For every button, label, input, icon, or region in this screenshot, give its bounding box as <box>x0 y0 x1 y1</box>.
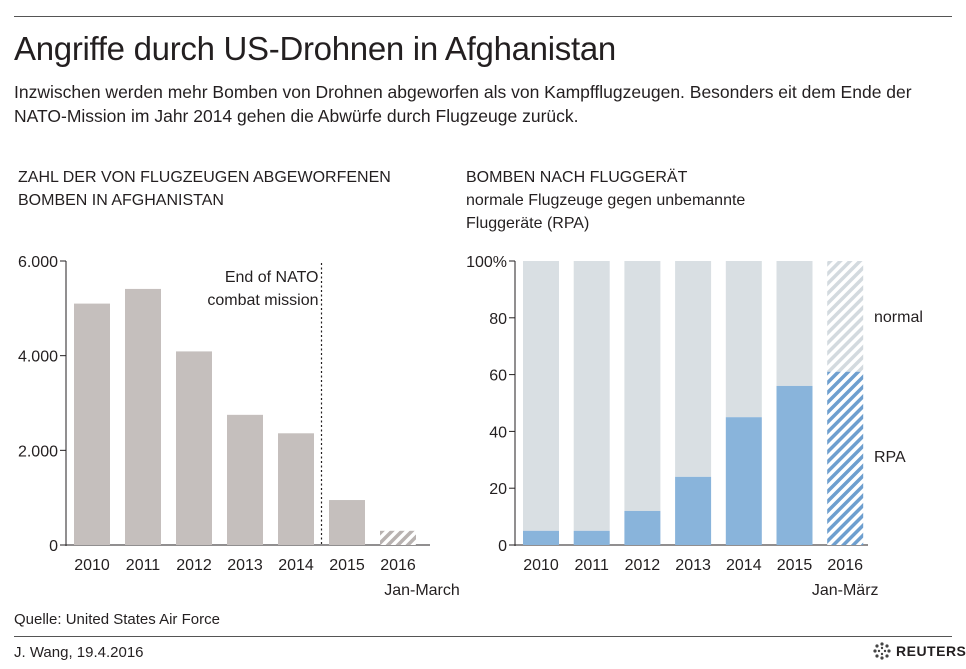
right-bar-normal-2013 <box>675 261 712 477</box>
bottom-rule <box>14 636 952 637</box>
left-y-tick-label: 4.000 <box>18 349 58 366</box>
right-bar-normal-2014 <box>725 261 762 418</box>
right-y-tick-label: 80 <box>489 311 507 328</box>
right-bar-normal-2016 <box>827 261 864 372</box>
right-bar-rpa-2014 <box>725 417 762 545</box>
reuters-dots-icon <box>873 642 891 660</box>
legend-normal-label: normal <box>874 309 923 326</box>
left-bar-chart: 0 2.000 4.000 6.000 2010 2011 2012 2013 2014 2015… <box>18 254 460 599</box>
left-bar-2016 <box>380 530 416 545</box>
right-y-tick-label: 20 <box>489 481 507 498</box>
right-x-tick-label: 2014 <box>726 557 762 574</box>
right-stacked-bar-chart: 0 20 40 60 80 100% 2010 2011 2012 2013 2014 2015 201… <box>466 254 923 599</box>
right-x-tick-label: 2011 <box>574 557 609 574</box>
left-x-tick-label: 2012 <box>176 557 212 574</box>
left-x-tick-label: 2010 <box>74 557 110 574</box>
reuters-logo: REUTERS <box>872 641 966 661</box>
right-bar-normal-2010 <box>523 261 559 531</box>
right-chart-title: BOMBEN NACH FLUGGERÄT normale Flugzeuge … <box>466 166 896 235</box>
left-bar-2013 <box>227 414 263 545</box>
left-bar-2011 <box>125 288 161 545</box>
right-x-tick-label: 2010 <box>523 557 559 574</box>
reuters-logo-text: REUTERS <box>896 643 966 659</box>
right-y-tick-label: 60 <box>489 368 507 385</box>
right-y-tick-label: 40 <box>489 424 507 441</box>
left-x-tick-label: 2013 <box>227 557 263 574</box>
left-bar-2010 <box>74 303 110 545</box>
left-x-tick-label: 2015 <box>329 557 365 574</box>
right-x-tick-label: 2016 <box>827 557 863 574</box>
left-chart-title-line1: ZAHL DER VON FLUGZEUGEN ABGEWORFENEN <box>18 169 391 186</box>
left-y-tick-label: 6.000 <box>18 254 58 271</box>
right-x-tick-label: 2013 <box>675 557 711 574</box>
nato-annotation-line1: End of NATO <box>225 269 319 286</box>
right-y-tick-label: 100% <box>466 254 507 271</box>
right-chart-title-line1: BOMBEN NACH FLUGGERÄT <box>466 169 688 186</box>
right-chart-title-line2: normale Flugzeuge gegen unbemannte <box>466 192 746 209</box>
left-x-tick-label: 2016 <box>380 557 416 574</box>
right-chart-title-line3: Fluggeräte (RPA) <box>466 215 590 232</box>
right-x-tick-sublabel: Jan-März <box>812 582 879 599</box>
left-x-tick-sublabel: Jan-March <box>384 582 460 599</box>
credit-line: J. Wang, 19.4.2016 <box>14 644 144 661</box>
top-rule <box>14 16 952 17</box>
page-title: Angriffe durch US-Drohnen in Afghanistan <box>14 30 616 67</box>
left-bar-2012 <box>176 351 212 545</box>
left-chart-title-line2: BOMBEN IN AFGHANISTAN <box>18 192 224 209</box>
right-bar-rpa-2016 <box>827 371 864 545</box>
source-note: Quelle: United States Air Force <box>14 611 220 628</box>
right-bar-rpa-2015 <box>776 385 813 545</box>
left-x-tick-label: 2014 <box>278 557 314 574</box>
nato-annotation-line2: combat mission <box>207 292 318 309</box>
page-subtitle: Inzwischen werden mehr Bomben von Drohne… <box>14 82 912 126</box>
left-chart-title: ZAHL DER VON FLUGZEUGEN ABGEWORFENEN BOM… <box>18 166 448 212</box>
right-x-tick-label: 2015 <box>777 557 813 574</box>
right-x-tick-label: 2012 <box>625 557 661 574</box>
legend-rpa-label: RPA <box>874 449 906 466</box>
right-bar-normal-2012 <box>624 261 661 511</box>
left-bar-2014 <box>278 433 314 545</box>
right-bar-rpa-2012 <box>624 510 661 545</box>
right-bar-rpa-2011 <box>573 530 610 545</box>
left-y-tick-label: 0 <box>49 538 58 555</box>
left-y-tick-label: 2.000 <box>18 443 58 460</box>
right-y-tick-label: 0 <box>498 538 507 555</box>
right-bar-rpa-2013 <box>675 476 712 545</box>
right-bar-rpa-2010 <box>523 530 559 545</box>
left-x-tick-label: 2011 <box>126 557 161 574</box>
left-bar-2015 <box>329 500 365 545</box>
right-bar-normal-2011 <box>573 261 610 531</box>
right-bar-normal-2015 <box>776 261 813 386</box>
